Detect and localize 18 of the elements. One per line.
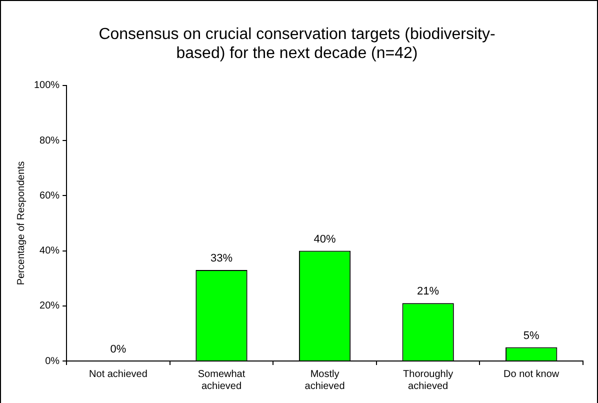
x-tick-label: Thoroughly achieved <box>403 368 454 392</box>
y-tick-label: 100% <box>34 80 60 92</box>
y-tick-label: 60% <box>40 190 60 202</box>
data-label: 33% <box>210 252 233 265</box>
y-tick-label: 20% <box>40 300 60 312</box>
data-label: 21% <box>417 286 440 298</box>
y-tick-label: 80% <box>40 135 60 146</box>
x-tick-label: Mostly achieved <box>304 368 345 392</box>
chart-title: Consensus on crucial conservation targets (biodiversity-based) for the next decade (n=42) <box>98 26 496 62</box>
x-tick-label: Not achieved <box>89 368 148 380</box>
x-tick-label: Somewhat achieved <box>198 368 246 392</box>
data-label: 40% <box>314 233 336 246</box>
x-tick-label: Do not know <box>504 368 560 380</box>
y-tick-label: 0% <box>45 356 60 367</box>
data-label: 5% <box>523 330 540 342</box>
y-axis-title: Percentage of Respondents <box>16 161 27 286</box>
data-label: 0% <box>110 344 126 356</box>
y-tick-label: 40% <box>40 246 60 257</box>
